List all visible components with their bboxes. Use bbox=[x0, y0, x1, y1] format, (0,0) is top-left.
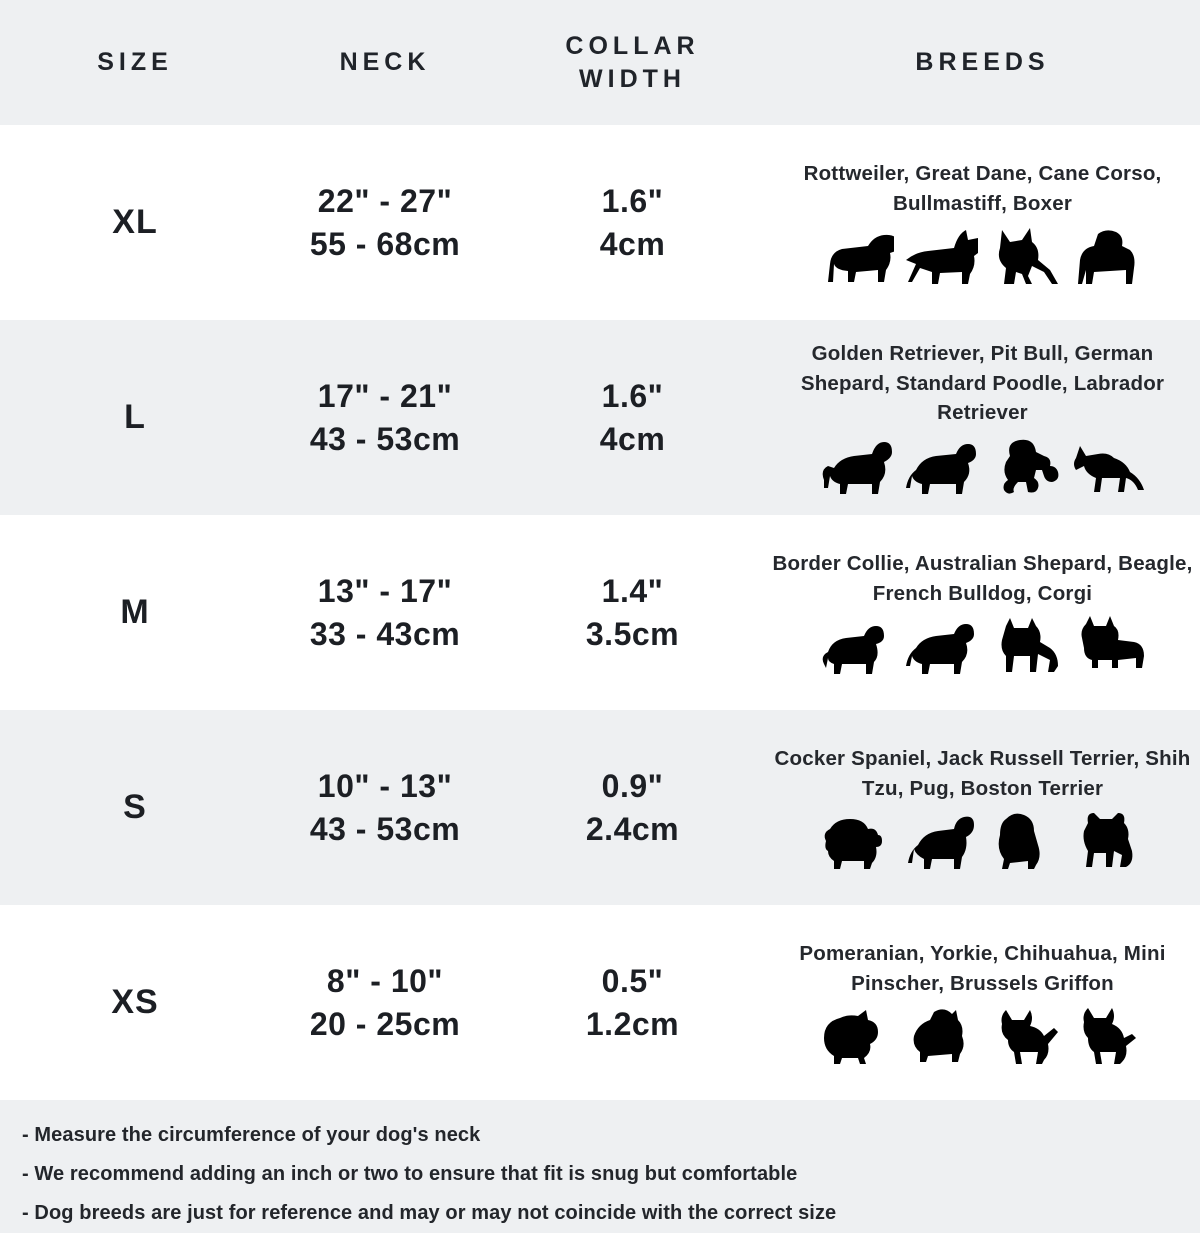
neck-inches: 10" - 13" bbox=[317, 767, 453, 804]
cell-neck: 22" - 27" 55 - 68cm bbox=[270, 180, 500, 266]
beagle-silhouette-icon bbox=[904, 616, 978, 676]
german-shepherd-silhouette-icon bbox=[1072, 436, 1146, 496]
golden-retriever-silhouette-icon bbox=[820, 436, 894, 496]
breed-silhouettes bbox=[820, 809, 1146, 871]
breeds-text: Pomeranian, Yorkie, Chihuahua, Mini Pins… bbox=[799, 941, 1166, 995]
footer-notes: - Measure the circumference of your dog'… bbox=[0, 1100, 1200, 1233]
collar-inches: 0.5" bbox=[601, 962, 664, 999]
table-row: S 10" - 13" 43 - 53cm 0.9" 2.4cm Cocker Spani… bbox=[0, 710, 1200, 905]
breed-silhouettes bbox=[820, 224, 1146, 286]
cell-size: L bbox=[0, 398, 270, 437]
chihuahua-silhouette-icon bbox=[988, 1006, 1062, 1066]
footer-note: - We recommend adding an inch or two to … bbox=[22, 1163, 798, 1185]
cocker-spaniel-silhouette-icon bbox=[820, 811, 894, 871]
table-header-row: SIZE NECK COLLAR WIDTH BREEDS bbox=[0, 0, 1200, 125]
cell-neck: 8" - 10" 20 - 25cm bbox=[270, 960, 500, 1046]
footer-note: - Measure the circumference of your dog'… bbox=[22, 1124, 481, 1146]
doberman-silhouette-icon bbox=[988, 226, 1062, 286]
breeds-text: Golden Retriever, Pit Bull, German Shepa… bbox=[800, 341, 1165, 425]
border-collie-silhouette-icon bbox=[820, 616, 894, 676]
cell-breeds: Pomeranian, Yorkie, Chihuahua, Mini Pins… bbox=[765, 939, 1200, 1066]
collar-inches: 1.6" bbox=[601, 377, 664, 414]
collar-cm: 2.4cm bbox=[585, 810, 680, 847]
cell-neck: 17" - 21" 43 - 53cm bbox=[270, 375, 500, 461]
cell-collar-width: 0.5" 1.2cm bbox=[500, 960, 765, 1046]
table-row: XS 8" - 10" 20 - 25cm 0.5" 1.2cm Pomeranian, … bbox=[0, 905, 1200, 1100]
cell-breeds: Rottweiler, Great Dane, Cane Corso, Bull… bbox=[765, 159, 1200, 286]
neck-cm: 33 - 43cm bbox=[309, 615, 461, 652]
cell-size: XL bbox=[0, 203, 270, 242]
breeds-text: Cocker Spaniel, Jack Russell Terrier, Sh… bbox=[774, 746, 1191, 800]
collar-cm: 4cm bbox=[599, 225, 666, 262]
neck-cm: 43 - 53cm bbox=[309, 810, 461, 847]
collar-cm: 3.5cm bbox=[585, 615, 680, 652]
collar-width-line-2: WIDTH bbox=[579, 64, 686, 93]
neck-cm: 43 - 53cm bbox=[309, 420, 461, 457]
collar-cm: 1.2cm bbox=[585, 1005, 680, 1042]
breed-silhouettes bbox=[820, 434, 1146, 496]
labrador-silhouette-icon bbox=[904, 436, 978, 496]
neck-cm: 55 - 68cm bbox=[309, 225, 461, 262]
great-dane-silhouette-icon bbox=[904, 226, 978, 286]
yorkie-silhouette-icon bbox=[904, 1006, 978, 1066]
cell-breeds: Cocker Spaniel, Jack Russell Terrier, Sh… bbox=[765, 744, 1200, 871]
collar-cm: 4cm bbox=[599, 420, 666, 457]
size-label: S bbox=[123, 788, 147, 826]
neck-inches: 8" - 10" bbox=[326, 962, 444, 999]
cell-collar-width: 1.6" 4cm bbox=[500, 375, 765, 461]
shih-tzu-silhouette-icon bbox=[988, 811, 1062, 871]
cell-breeds: Border Collie, Australian Shepard, Beagl… bbox=[765, 549, 1200, 676]
cell-size: XS bbox=[0, 983, 270, 1022]
breeds-text: Rottweiler, Great Dane, Cane Corso, Bull… bbox=[803, 161, 1162, 215]
table-row: M 13" - 17" 33 - 43cm 1.4" 3.5cm Border Colli… bbox=[0, 515, 1200, 710]
french-bulldog-silhouette-icon bbox=[988, 616, 1062, 676]
pomeranian-silhouette-icon bbox=[820, 1006, 894, 1066]
cell-collar-width: 1.6" 4cm bbox=[500, 180, 765, 266]
cell-breeds: Golden Retriever, Pit Bull, German Shepa… bbox=[765, 339, 1200, 496]
collar-inches: 1.6" bbox=[601, 182, 664, 219]
cell-collar-width: 0.9" 2.4cm bbox=[500, 765, 765, 851]
breed-silhouettes bbox=[820, 614, 1146, 676]
neck-inches: 13" - 17" bbox=[317, 572, 453, 609]
cell-collar-width: 1.4" 3.5cm bbox=[500, 570, 765, 656]
pug-silhouette-icon bbox=[1072, 811, 1146, 871]
neck-inches: 17" - 21" bbox=[317, 377, 453, 414]
size-label: XL bbox=[112, 203, 158, 241]
size-label: M bbox=[120, 593, 150, 631]
cell-neck: 10" - 13" 43 - 53cm bbox=[270, 765, 500, 851]
table-row: L 17" - 21" 43 - 53cm 1.6" 4cm Golden Retriev… bbox=[0, 320, 1200, 515]
cell-size: S bbox=[0, 788, 270, 827]
table-body: XL 22" - 27" 55 - 68cm 1.6" 4cm Rottweiler, G… bbox=[0, 125, 1200, 1100]
collar-inches: 0.9" bbox=[601, 767, 664, 804]
column-header-breeds: BREEDS bbox=[915, 48, 1050, 76]
jack-russell-silhouette-icon bbox=[904, 811, 978, 871]
cell-neck: 13" - 17" 33 - 43cm bbox=[270, 570, 500, 656]
column-header-collar-width: COLLAR WIDTH bbox=[500, 30, 765, 96]
rottweiler-silhouette-icon bbox=[820, 226, 894, 286]
collar-width-line-1: COLLAR bbox=[565, 31, 700, 60]
neck-inches: 22" - 27" bbox=[317, 182, 453, 219]
corgi-silhouette-icon bbox=[1072, 616, 1146, 676]
size-label: L bbox=[124, 398, 146, 436]
neck-cm: 20 - 25cm bbox=[309, 1005, 461, 1042]
column-header-size: SIZE bbox=[97, 48, 173, 76]
table-row: XL 22" - 27" 55 - 68cm 1.6" 4cm Rottweiler, G… bbox=[0, 125, 1200, 320]
mini-pinscher-silhouette-icon bbox=[1072, 1006, 1146, 1066]
size-label: XS bbox=[111, 983, 159, 1021]
cell-size: M bbox=[0, 593, 270, 632]
collar-inches: 1.4" bbox=[601, 572, 664, 609]
column-header-neck: NECK bbox=[339, 48, 431, 76]
breed-silhouettes bbox=[820, 1004, 1146, 1066]
bullmastiff-silhouette-icon bbox=[1072, 226, 1146, 286]
breeds-text: Border Collie, Australian Shepard, Beagl… bbox=[772, 551, 1193, 605]
poodle-silhouette-icon bbox=[988, 436, 1062, 496]
